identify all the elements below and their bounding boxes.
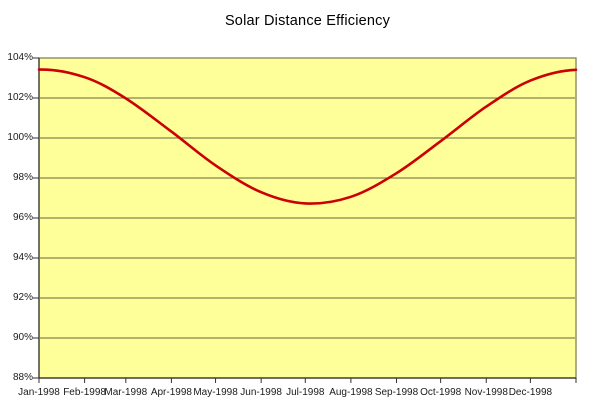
y-axis-tick-label: 104% [7, 52, 33, 63]
x-axis-tick-label: Dec-1998 [508, 387, 553, 398]
y-axis-tick-label: 88% [12, 372, 33, 383]
y-axis-tick-label: 96% [12, 212, 33, 223]
y-axis-tick-label: 92% [12, 292, 33, 303]
x-axis-tick-label: Mar-1998 [104, 387, 148, 398]
x-axis-tick-label: Sep-1998 [374, 387, 419, 398]
chart-title: Solar Distance Efficiency [224, 13, 391, 29]
x-axis-tick-label: Jul-1998 [286, 387, 325, 398]
y-axis-tick-label: 102% [7, 92, 33, 103]
y-axis-tick-label: 94% [12, 252, 33, 263]
y-axis-tick-label: 100% [7, 132, 33, 143]
x-axis-tick-label: Nov-1998 [464, 387, 508, 398]
y-axis-tick-label: 98% [12, 172, 33, 183]
y-axis-tick-label: 90% [12, 332, 33, 343]
x-axis-tick-label: Feb-1998 [63, 387, 106, 398]
x-axis-tick-label: Apr-1998 [150, 387, 192, 398]
efficiency-curve [37, 68, 578, 205]
x-axis-tick-label: Jun-1998 [240, 387, 282, 398]
x-axis-tick-label: Oct-1998 [420, 387, 462, 398]
x-axis-tick-label: May-1998 [193, 387, 238, 398]
x-axis-tick-label: Jan-1998 [18, 387, 60, 398]
x-axis-tick-label: Aug-1998 [329, 387, 373, 398]
